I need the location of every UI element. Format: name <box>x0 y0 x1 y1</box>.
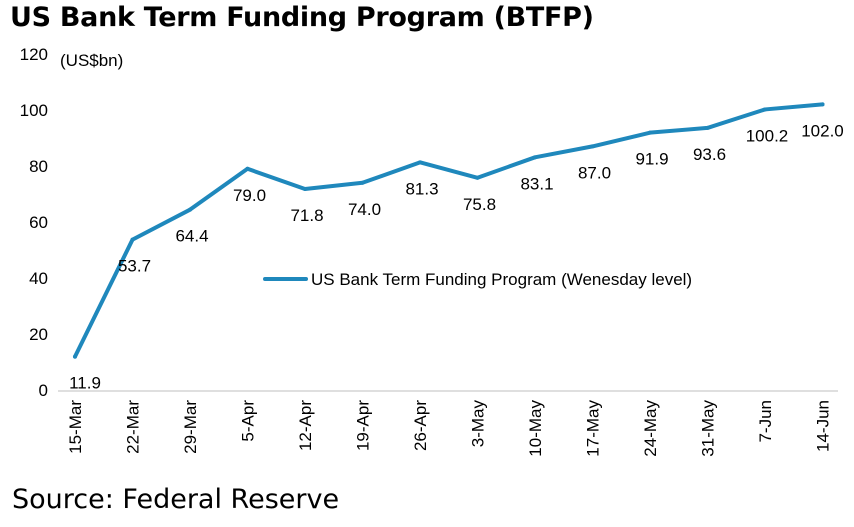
data-point <box>360 180 365 185</box>
x-tick-label: 31-May <box>699 400 718 457</box>
data-label: 81.3 <box>405 179 438 198</box>
data-point <box>245 166 250 171</box>
data-label: 75.8 <box>463 195 496 214</box>
chart-title: US Bank Term Funding Program (BTFP) <box>10 2 594 33</box>
data-label: 74.0 <box>348 200 381 219</box>
x-tick-label: 7-Jun <box>756 400 775 443</box>
x-tick-label: 15-Mar <box>66 400 85 454</box>
x-tick-label: 12-Apr <box>296 400 315 451</box>
y-axis: 0 20 40 60 80 100 120 <box>20 45 48 400</box>
data-point <box>475 175 480 180</box>
data-label: 71.8 <box>290 206 323 225</box>
data-label: 87.0 <box>578 163 611 182</box>
data-point <box>590 144 595 149</box>
data-point <box>705 125 710 130</box>
x-tick-label: 19-Apr <box>354 400 373 451</box>
y-tick-label: 40 <box>29 269 48 288</box>
x-tick-label: 24-May <box>641 400 660 457</box>
legend-label: US Bank Term Funding Program (Wenesday l… <box>311 270 692 289</box>
y-tick-label: 0 <box>39 381 48 400</box>
x-tick-label: 5-Apr <box>239 400 258 442</box>
x-tick-label: 22-Mar <box>124 400 143 454</box>
source-note: Source: Federal Reserve <box>12 484 340 515</box>
x-tick-label: 26-Apr <box>411 400 430 451</box>
data-point <box>763 107 767 112</box>
data-point <box>533 155 537 160</box>
data-point <box>303 186 307 191</box>
y-tick-label: 100 <box>20 101 48 120</box>
data-label: 11.9 <box>69 374 101 393</box>
series-line <box>73 102 825 359</box>
data-label: 64.4 <box>175 227 208 246</box>
data-label: 91.9 <box>635 150 668 169</box>
data-point <box>73 354 77 359</box>
data-point <box>130 237 135 242</box>
legend: US Bank Term Funding Program (Wenesday l… <box>263 270 692 289</box>
data-label: 83.1 <box>520 174 553 193</box>
data-point <box>820 102 825 107</box>
data-label: 53.7 <box>118 257 151 276</box>
data-point <box>418 160 422 165</box>
data-label: 100.2 <box>746 126 789 145</box>
data-label: 79.0 <box>233 186 266 205</box>
x-tick-label: 29-Mar <box>181 400 200 454</box>
data-point <box>648 130 652 135</box>
data-label: 93.6 <box>693 145 726 164</box>
x-axis: 15-Mar 22-Mar 29-Mar 5-Apr 12-Apr 19-Apr 26-Ap… <box>66 400 833 457</box>
y-tick-label: 80 <box>29 157 48 176</box>
data-point <box>188 207 192 212</box>
x-tick-label: 10-May <box>526 400 545 457</box>
data-labels: 11.9 53.7 64.4 79.0 71.8 74.0 81.3 75.8 83.1 87.0… <box>69 102 844 393</box>
x-tick-label: 3-May <box>469 400 488 448</box>
y-tick-label: 20 <box>29 325 48 344</box>
x-tick-label: 17-May <box>584 400 603 457</box>
y-unit-label: (US$bn) <box>60 51 123 70</box>
data-label: 102.0 <box>801 121 844 140</box>
x-tick-label: 14-Jun <box>814 400 833 452</box>
y-tick-label: 60 <box>29 213 48 232</box>
y-tick-label: 120 <box>20 45 48 64</box>
